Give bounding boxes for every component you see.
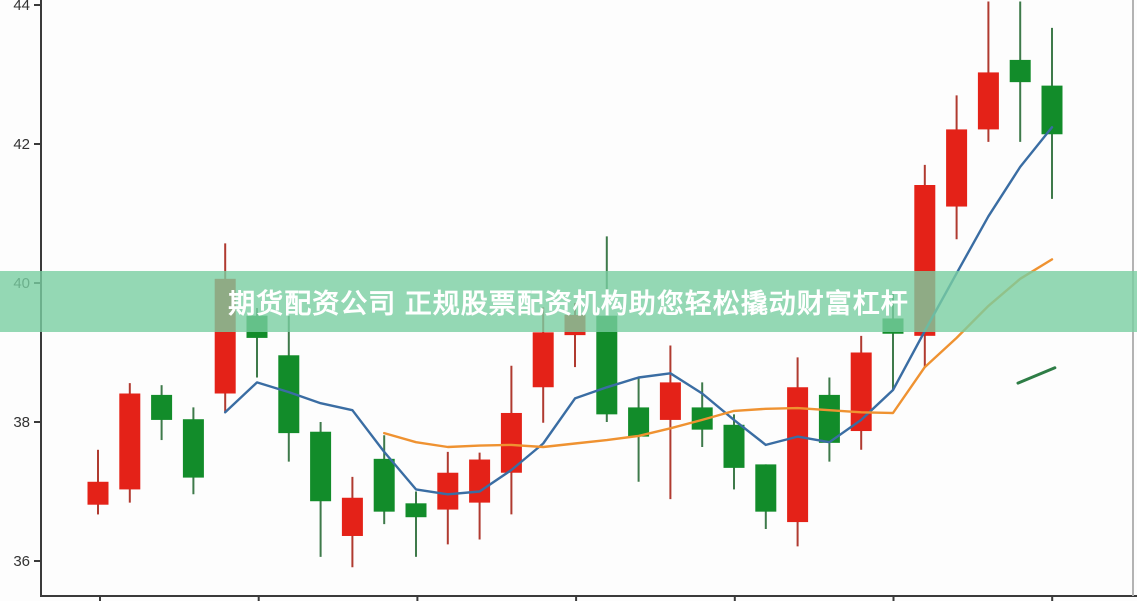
green-segment	[1016, 366, 1057, 385]
candle	[341, 476, 363, 568]
candle-body-down	[405, 503, 427, 518]
candle-body-down	[755, 464, 777, 512]
candle	[755, 464, 777, 530]
candle	[850, 335, 872, 450]
candle	[818, 377, 840, 462]
candle-body-down	[151, 394, 173, 420]
candle	[659, 345, 681, 500]
candle	[373, 435, 395, 525]
candle	[977, 1, 999, 142]
candle-body-down	[373, 458, 395, 512]
candle	[723, 414, 745, 490]
ad-banner-text[interactable]: 期货配资公司 正规股票配资机构助您轻松撬动财富杠杆	[228, 289, 909, 319]
candle	[405, 491, 427, 557]
candle	[437, 451, 459, 545]
candle	[182, 407, 204, 495]
candle-body-up	[341, 497, 363, 536]
ma-line-blue	[223, 126, 1054, 496]
candle-body-down	[691, 407, 713, 430]
candle	[914, 164, 936, 368]
candle-body-up	[119, 393, 141, 490]
candle-body-down	[628, 407, 650, 437]
y-axis-label: 38	[13, 414, 30, 431]
candle	[628, 377, 650, 482]
candle-body-down	[1009, 59, 1031, 83]
candle-body-down	[1041, 85, 1063, 135]
candle-body-up	[532, 332, 554, 388]
candle-body-up	[977, 72, 999, 130]
candle-body-up	[437, 472, 459, 510]
y-axis-label: 42	[13, 136, 30, 153]
candle	[119, 383, 141, 503]
candle-body-down	[278, 355, 300, 434]
candle	[469, 452, 491, 540]
candle-body-up	[946, 129, 968, 207]
y-axis-label: 36	[13, 553, 30, 570]
y-axis-label: 44	[13, 0, 30, 14]
candle-body-up	[659, 382, 681, 420]
candle-body-up	[500, 412, 522, 473]
candle-body-up	[87, 481, 109, 505]
candle-body-up	[469, 459, 491, 503]
candle-body-down	[818, 394, 840, 443]
candle	[500, 365, 522, 515]
candle	[946, 95, 968, 240]
candle-body-up	[787, 387, 809, 523]
candle-body-down	[723, 424, 745, 468]
candle	[310, 422, 332, 557]
ad-banner[interactable]: 期货配资公司 正规股票配资机构助您轻松撬动财富杠杆	[0, 271, 1137, 332]
candle	[278, 315, 300, 462]
candle	[1041, 27, 1063, 199]
candle-body-down	[182, 419, 204, 478]
candle	[87, 449, 109, 515]
ma-line-orange	[383, 258, 1054, 449]
candle	[787, 357, 809, 547]
candle-body-down	[310, 431, 332, 502]
candle	[151, 385, 173, 441]
candle	[1009, 1, 1031, 142]
